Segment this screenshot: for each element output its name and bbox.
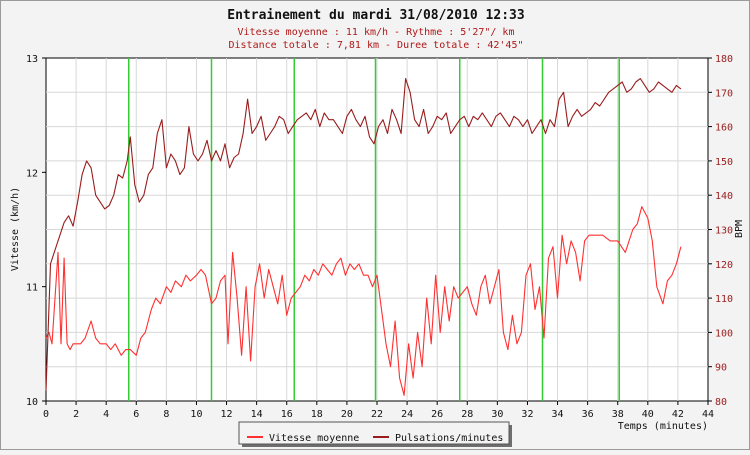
y-left-tick-label: 10	[26, 397, 38, 408]
x-tick-label: 42	[672, 409, 684, 420]
x-tick-label: 16	[281, 409, 293, 420]
y-left-tick-label: 13	[26, 54, 38, 65]
y-right-tick-label: 130	[715, 226, 733, 237]
x-tick-label: 44	[702, 409, 714, 420]
x-tick-label: 28	[461, 409, 473, 420]
chart-title: Entrainement du mardi 31/08/2010 12:33	[227, 8, 524, 23]
legend: Vitesse moyenne Pulsations/minutes	[238, 421, 512, 447]
x-tick-label: 10	[190, 409, 202, 420]
x-tick-label: 8	[163, 409, 169, 420]
x-tick-label: 4	[103, 409, 109, 420]
x-tick-label: 32	[521, 409, 533, 420]
y-right-tick-label: 120	[715, 260, 733, 271]
y-right-tick-label: 140	[715, 191, 733, 202]
x-tick-label: 14	[251, 409, 263, 420]
x-tick-label: 22	[371, 409, 383, 420]
x-tick-label: 18	[311, 409, 323, 420]
x-tick-label: 2	[73, 409, 79, 420]
lap-markers	[128, 58, 620, 401]
x-axis-label: Temps (minutes)	[618, 421, 708, 432]
y-left-tick-label: 11	[26, 283, 38, 294]
x-tick-label: 20	[341, 409, 353, 420]
y-right-tick-label: 170	[715, 88, 733, 99]
y-axis-right-label: BPM	[734, 220, 745, 238]
y-right-tick-label: 90	[715, 363, 727, 374]
x-tick-label: 38	[612, 409, 624, 420]
x-tick-label: 30	[491, 409, 503, 420]
x-tick-label: 40	[642, 409, 654, 420]
y-right-tick-label: 110	[715, 294, 733, 305]
y-axis-left-label: Vitesse (km/h)	[10, 187, 21, 271]
x-tick-label: 26	[431, 409, 443, 420]
x-tick-label: 12	[221, 409, 233, 420]
y-right-tick-label: 150	[715, 157, 733, 168]
chart-subtitle-line-1: Vitesse moyenne : 11 km/h - Rythme : 5'2…	[238, 27, 515, 38]
y-left-tick-label: 12	[26, 168, 38, 179]
y-right-tick-label: 160	[715, 123, 733, 134]
x-tick-label: 34	[552, 409, 564, 420]
legend-label-bpm: Pulsations/minutes	[395, 433, 503, 444]
x-tick-label: 6	[133, 409, 139, 420]
x-tick-label: 24	[401, 409, 413, 420]
y-right-tick-label: 80	[715, 397, 727, 408]
series-line-speed	[45, 206, 682, 396]
x-tick-label: 0	[43, 409, 49, 420]
legend-label-speed: Vitesse moyenne	[269, 433, 359, 444]
series-lines	[45, 78, 682, 396]
chart-subtitle-line-2: Distance totale : 7,81 km - Duree totale…	[228, 40, 523, 51]
y-right-tick-label: 180	[715, 54, 733, 65]
series-line-bpm	[45, 78, 682, 391]
x-tick-label: 36	[582, 409, 594, 420]
y-right-tick-label: 100	[715, 328, 733, 339]
axes: 0 2 4 6 8 10 12 14 16 18 20 22 24 26 28 30 32 34 36 38 40 42 4…	[26, 54, 733, 420]
